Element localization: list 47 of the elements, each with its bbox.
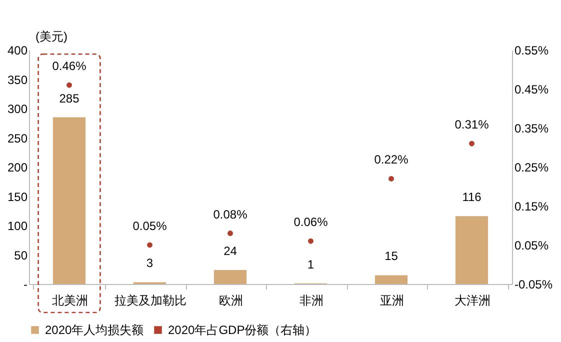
y2-tick-label: 0.15% <box>514 200 549 214</box>
bar <box>52 117 86 284</box>
y-axis-title: (美元) <box>36 30 68 44</box>
y2-tick-label: 0.45% <box>514 82 549 96</box>
data-label: 1 <box>307 257 314 272</box>
legend-label: 2020年人均损失额 <box>45 323 144 337</box>
y-tick-label: 100 <box>7 219 28 233</box>
data-label: 285 <box>59 91 80 106</box>
y-tick-label: 50 <box>14 248 28 262</box>
data-label: 0.06% <box>294 215 328 230</box>
y2-tick-label: -0.05% <box>514 278 553 292</box>
y2-tick-label: 0.05% <box>514 238 549 252</box>
x-tick-label: 非洲 <box>299 294 324 308</box>
data-label: 24 <box>224 244 238 258</box>
y-tick-label: 250 <box>7 131 28 146</box>
y-tick-label: - <box>24 278 28 292</box>
x-tick-label: 欧洲 <box>218 294 243 308</box>
data-label: 3 <box>146 256 154 270</box>
point <box>66 82 72 88</box>
y2-tick-label: 0.25% <box>514 160 549 174</box>
point <box>469 140 474 146</box>
point <box>388 176 394 182</box>
y-tick-label: 400 <box>7 44 28 58</box>
data-label: 0.05% <box>132 219 168 233</box>
data-label: 15 <box>384 249 398 264</box>
data-label: 0.31% <box>454 118 490 132</box>
data-label: 116 <box>462 190 482 204</box>
y-tick-label: 300 <box>7 102 28 116</box>
bar <box>455 216 488 284</box>
y2-tick-label: 0.35% <box>514 122 549 136</box>
y2-tick-label: 0.55% <box>514 44 549 58</box>
data-label: 0.46% <box>52 59 87 74</box>
point <box>147 242 152 248</box>
y-tick-label: 200 <box>7 160 28 174</box>
bar <box>374 275 408 284</box>
data-label: 0.22% <box>374 152 409 167</box>
point <box>308 238 314 244</box>
bar <box>214 270 247 284</box>
x-tick-label: 北美洲 <box>52 294 88 308</box>
point <box>228 230 233 236</box>
y-tick-label: 350 <box>7 72 28 87</box>
x-tick-label: 拉美及加勒比 <box>114 294 186 308</box>
x-tick-label: 大洋洲 <box>454 294 490 308</box>
y-tick-label: 150 <box>7 190 28 204</box>
x-tick-label: 亚洲 <box>380 294 404 308</box>
data-label: 0.08% <box>213 207 248 222</box>
legend-label: 2020年占GDP份额（右轴） <box>168 323 317 337</box>
